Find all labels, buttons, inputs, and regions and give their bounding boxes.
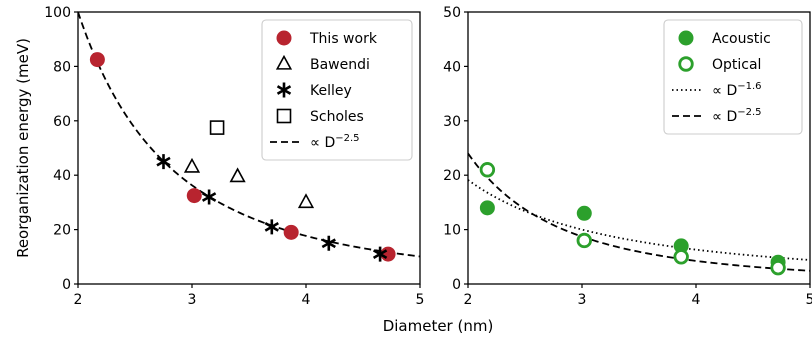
right-y-tick-label-0: 0 <box>452 277 461 293</box>
left-legend-label-0: This work <box>309 31 378 47</box>
right-fit-line-1 <box>468 152 810 272</box>
left-series-1-point-1 <box>229 167 246 183</box>
left-series-0-point-2 <box>283 224 299 240</box>
left-legend-box <box>261 19 413 161</box>
right-x-tick-label-0: 2 <box>464 292 473 308</box>
right-legend-label-1: Optical <box>712 57 761 73</box>
left-legend-label-2: Kelley <box>310 83 352 99</box>
left-series-1-point-2 <box>297 193 315 209</box>
left-series-2-point-3 <box>321 235 336 251</box>
right-legend-box <box>663 19 803 135</box>
left-series-2-point-1 <box>201 189 217 205</box>
left-series-2-point-0 <box>156 154 171 170</box>
right-legend-exponent-3: −2.5 <box>737 107 761 118</box>
right-legend-marker-0 <box>678 30 694 46</box>
right-x-tick-label-1: 3 <box>578 292 587 308</box>
left-legend-marker-2 <box>276 82 292 98</box>
right-legend-exponent-2: −1.6 <box>737 81 761 92</box>
right-series-1-point-3 <box>770 259 786 276</box>
left-axes-frame <box>77 11 421 285</box>
right-series-1-point-1 <box>576 232 592 249</box>
right-y-tick-label-2: 20 <box>443 168 461 184</box>
x-axis-label: Diameter (nm) <box>383 317 494 335</box>
right-series-0-point-0 <box>479 200 495 216</box>
left-series-0-point-3 <box>380 246 396 262</box>
left-y-tick-label-5: 100 <box>44 5 71 21</box>
right-legend-marker-1 <box>678 56 694 72</box>
left-legend-marker-1 <box>275 54 293 70</box>
left-series-0-point-1 <box>186 188 202 204</box>
left-y-tick-label-0: 0 <box>62 277 71 293</box>
left-x-tick-label-1: 3 <box>188 292 197 308</box>
right-series-1-point-2 <box>673 249 689 265</box>
left-x-tick-label-2: 4 <box>302 292 311 308</box>
right-y-tick-label-4: 40 <box>443 59 461 75</box>
left-y-tick-label-1: 20 <box>53 223 71 239</box>
left-series-3-point-0 <box>209 120 225 135</box>
left-legend-exponent-4: −2.5 <box>335 133 359 144</box>
left-series-1-point-0 <box>183 157 201 173</box>
left-series-2-point-4 <box>372 246 388 262</box>
right-x-tick-label-3: 5 <box>806 292 812 308</box>
right-series-0-point-2 <box>673 238 689 254</box>
left-legend-label-1: Bawendi <box>310 57 370 73</box>
right-legend-label-0: Acoustic <box>712 31 771 47</box>
left-y-tick-label-4: 80 <box>53 59 71 75</box>
left-legend-marker-3 <box>276 108 292 124</box>
right-series-0-point-1 <box>576 205 592 221</box>
left-series-2-point-2 <box>264 219 279 235</box>
left-y-axis-label: Reorganization energy (meV) <box>14 38 32 258</box>
left-x-tick-label-0: 2 <box>74 292 83 308</box>
left-series-0-point-0 <box>89 52 105 68</box>
left-y-tick-label-3: 60 <box>53 114 71 130</box>
right-y-tick-label-1: 10 <box>443 223 461 239</box>
right-y-tick-label-3: 30 <box>443 114 461 130</box>
right-axes-frame <box>467 11 811 285</box>
left-y-tick-label-2: 40 <box>53 168 71 184</box>
right-fit-line-0 <box>468 179 810 261</box>
right-series-1-point-0 <box>479 162 496 178</box>
left-legend-marker-0 <box>276 30 292 46</box>
right-y-tick-label-5: 50 <box>443 5 461 21</box>
left-fit-line-0 <box>78 12 420 258</box>
right-x-tick-label-2: 4 <box>692 292 701 308</box>
left-x-tick-label-3: 5 <box>416 292 425 308</box>
left-legend-label-3: Scholes <box>310 109 364 125</box>
left-panel: 2 3 4 5 0 20 40 60 80 100 This work Bawendi Kelley Sc… <box>44 5 424 308</box>
